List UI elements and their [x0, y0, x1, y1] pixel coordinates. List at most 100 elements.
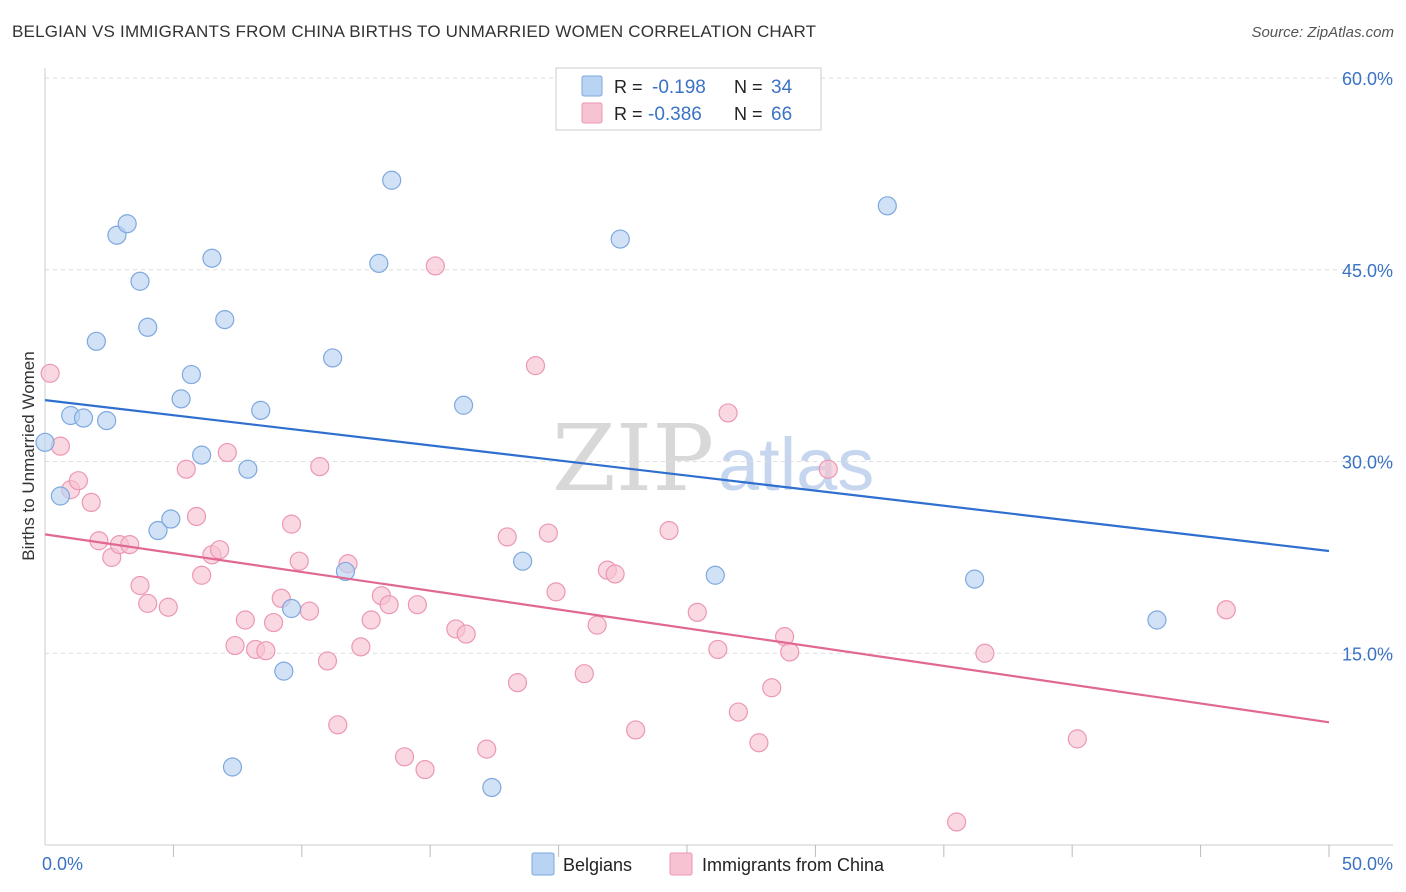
belgian-point — [181, 364, 201, 385]
china-legend-label: Immigrants from China — [702, 855, 885, 875]
belgian-point — [138, 317, 158, 337]
belgian-point — [323, 348, 343, 368]
belgian-r-label: R = — [614, 77, 643, 97]
belgian-point — [274, 661, 294, 681]
china-point — [217, 442, 237, 463]
china-point — [210, 540, 230, 560]
china-point — [626, 720, 646, 740]
china-point — [263, 612, 284, 633]
x-axis-ticks — [172, 845, 1330, 857]
china-point — [68, 471, 88, 491]
x-tick-label-min: 0.0% — [42, 854, 83, 874]
china-point — [708, 639, 728, 660]
belgians-legend-swatch — [531, 852, 555, 876]
china-r-label: R = — [614, 104, 643, 124]
china-point — [328, 715, 348, 735]
belgian-point — [1147, 610, 1167, 630]
watermark-atlas: atlas — [718, 423, 874, 506]
source-label: Source: ZipAtlas.com — [1251, 24, 1394, 41]
belgian-point — [161, 509, 181, 529]
belgian-point — [238, 459, 258, 479]
china-point — [780, 642, 800, 662]
belgian-point — [117, 214, 137, 234]
belgian-point — [35, 432, 55, 452]
belgians-legend-label: Belgians — [563, 855, 632, 875]
china-point — [40, 363, 60, 383]
belgian-r-value: -0.198 — [652, 77, 706, 98]
china-point — [192, 565, 212, 585]
china-point — [310, 457, 330, 477]
belgian-point — [610, 229, 630, 249]
belgian-point — [453, 395, 474, 415]
china-point — [975, 643, 995, 663]
belgian-trend-line — [44, 399, 1330, 553]
china-point — [605, 564, 625, 584]
belgian-point — [222, 757, 243, 777]
china-point — [525, 356, 546, 376]
china-point — [587, 615, 607, 635]
belgian-point — [482, 777, 502, 798]
watermark: ZIP atlas — [552, 405, 874, 512]
china-point — [158, 597, 178, 617]
china-point — [407, 595, 427, 615]
china-point — [687, 602, 707, 622]
belgian-point — [148, 520, 168, 541]
y-tick-label: 15.0% — [1342, 644, 1393, 664]
china-point — [351, 637, 371, 657]
belgian-points — [35, 170, 1167, 798]
china-n-label: N = — [734, 104, 763, 124]
x-tick-label-max: 50.0% — [1342, 854, 1393, 874]
china-point — [394, 747, 415, 767]
china-point — [317, 651, 338, 671]
china-point — [299, 601, 320, 621]
china-point — [546, 582, 566, 602]
china-point — [361, 610, 381, 630]
china-point — [507, 673, 528, 693]
china-point — [256, 641, 276, 661]
china-point — [574, 664, 594, 684]
series-legend: Belgians Immigrants from China — [531, 852, 885, 876]
y-tick-label: 60.0% — [1342, 69, 1393, 89]
china-point — [289, 551, 309, 571]
china-n-value: 66 — [771, 104, 792, 125]
belgian-point — [192, 445, 212, 465]
y-tick-label: 45.0% — [1342, 261, 1393, 281]
belgian-point — [335, 561, 356, 582]
belgian-point — [171, 389, 191, 409]
belgian-point — [369, 253, 389, 273]
belgian-point — [202, 248, 222, 268]
china-point — [718, 403, 738, 423]
china-point — [81, 492, 101, 513]
china-point — [281, 514, 302, 534]
china-series-legend-swatch — [669, 852, 693, 876]
china-point — [1216, 600, 1236, 620]
china-trend-line — [44, 533, 1330, 724]
belgian-point — [382, 170, 402, 190]
y-tick-labels: 15.0% 30.0% 45.0% 60.0% — [1342, 69, 1393, 664]
china-point — [425, 256, 445, 276]
china-point — [456, 624, 476, 644]
china-point — [415, 759, 435, 780]
china-point — [130, 575, 150, 596]
trend-lines — [44, 399, 1330, 724]
china-point — [235, 610, 255, 630]
china-point — [176, 459, 196, 479]
china-point — [186, 506, 207, 527]
china-point — [1067, 729, 1087, 749]
belgian-point — [281, 598, 302, 619]
belgian-point — [97, 410, 117, 431]
belgian-point — [965, 569, 985, 589]
china-point — [120, 534, 140, 555]
belgian-n-label: N = — [734, 77, 763, 97]
belgian-point — [50, 486, 71, 506]
china-legend-swatch — [581, 102, 603, 124]
belgian-point — [73, 408, 94, 428]
belgian-point — [705, 565, 725, 585]
y-axis-label: Births to Unmarried Women — [19, 351, 38, 560]
belgian-legend-swatch — [581, 75, 603, 97]
belgian-point — [251, 400, 271, 420]
belgian-point — [513, 551, 533, 571]
watermark-zip: ZIP — [552, 405, 714, 512]
stats-legend: R = -0.198 N = 34 R = -0.386 N = 66 — [555, 67, 822, 131]
